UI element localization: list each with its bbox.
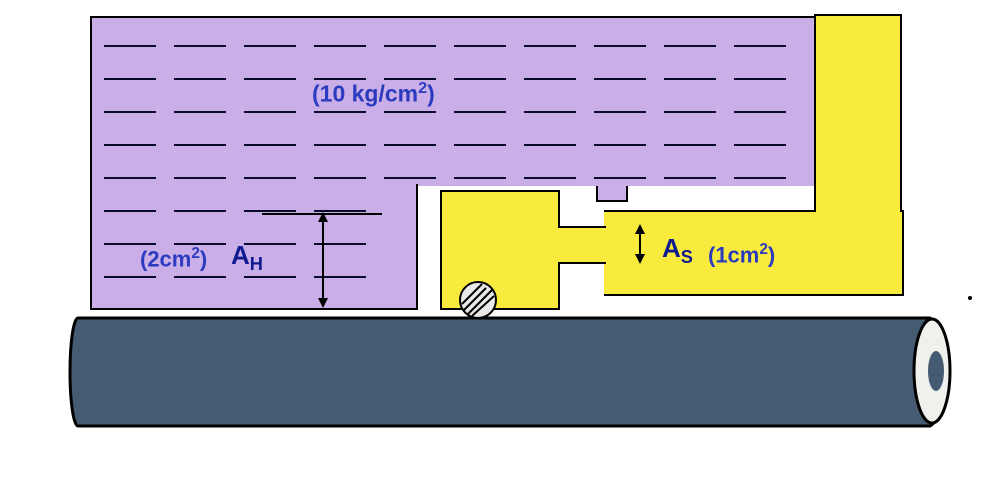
hatch-dash — [384, 111, 436, 113]
hatch-dash — [734, 111, 786, 113]
hatch-dash — [174, 111, 226, 113]
pipe — [60, 314, 980, 434]
hatch-dash — [314, 45, 366, 47]
hatch-dash — [314, 177, 366, 179]
hatch-dash — [174, 276, 226, 278]
label-as-symbol: AS — [662, 233, 693, 268]
hatch-dash — [594, 177, 646, 179]
hatch-dash — [384, 177, 436, 179]
hatch-dash — [734, 78, 786, 80]
hatch-dash — [384, 45, 436, 47]
hatch-dash — [664, 144, 716, 146]
hatch-dash — [454, 177, 506, 179]
hatch-dash — [524, 111, 576, 113]
hatch-dash — [244, 144, 296, 146]
hatch-dash — [104, 45, 156, 47]
hatch-dash — [244, 276, 296, 278]
hatch-dash — [174, 144, 226, 146]
hatch-dash — [664, 111, 716, 113]
hatch-dash — [244, 111, 296, 113]
hatch-dash — [734, 45, 786, 47]
yellow-patch-neck — [556, 228, 562, 262]
hatch-dash — [454, 45, 506, 47]
yellow-patch-tr — [816, 209, 900, 215]
hatch-dash — [594, 78, 646, 80]
hatch-dash — [174, 45, 226, 47]
hatch-dash — [244, 210, 296, 212]
hatch-dash — [664, 177, 716, 179]
dot — [968, 296, 972, 300]
hatch-dash — [104, 111, 156, 113]
diagram-root: (10 kg/cm2) (2cm2) AH AS (1cm2) — [0, 0, 992, 501]
hatch-dash — [244, 177, 296, 179]
hatch-dash — [524, 45, 576, 47]
hatch-dash — [174, 78, 226, 80]
hatch-dash — [594, 45, 646, 47]
hatch-dash — [524, 144, 576, 146]
hatch-dash — [174, 210, 226, 212]
label-ah-symbol: AH — [231, 240, 263, 275]
hatch-dash — [104, 144, 156, 146]
hatch-dash — [664, 78, 716, 80]
hatch-dash — [174, 177, 226, 179]
yellow-notch — [596, 186, 628, 202]
hatch-dash — [734, 177, 786, 179]
hatch-dash — [524, 78, 576, 80]
hatch-dash — [454, 144, 506, 146]
hatch-dash — [244, 45, 296, 47]
fluid-patch — [92, 182, 416, 188]
hatch-dash — [104, 276, 156, 278]
hatch-dash — [734, 144, 786, 146]
yellow-patch-neck2 — [602, 228, 608, 262]
label-ah-value: (2cm2) — [140, 245, 207, 272]
yellow-top-right — [814, 14, 902, 214]
hatch-dash — [664, 45, 716, 47]
hatch-dash — [384, 144, 436, 146]
hatch-dash — [244, 78, 296, 80]
hatch-dash — [524, 177, 576, 179]
hatch-dash — [454, 111, 506, 113]
yellow-piston-neck — [558, 226, 606, 264]
label-as-value: (1cm2) — [708, 241, 775, 268]
hatch-dash — [104, 210, 156, 212]
hatch-dash — [454, 78, 506, 80]
hatch-dash — [314, 144, 366, 146]
wheel — [456, 280, 500, 324]
fluid-main — [90, 16, 816, 186]
hatch-dash — [314, 111, 366, 113]
label-pressure: (10 kg/cm2) — [312, 79, 435, 108]
hatch-dash — [104, 177, 156, 179]
hatch-dash — [594, 144, 646, 146]
hatch-dash — [104, 78, 156, 80]
hatch-dash — [594, 111, 646, 113]
